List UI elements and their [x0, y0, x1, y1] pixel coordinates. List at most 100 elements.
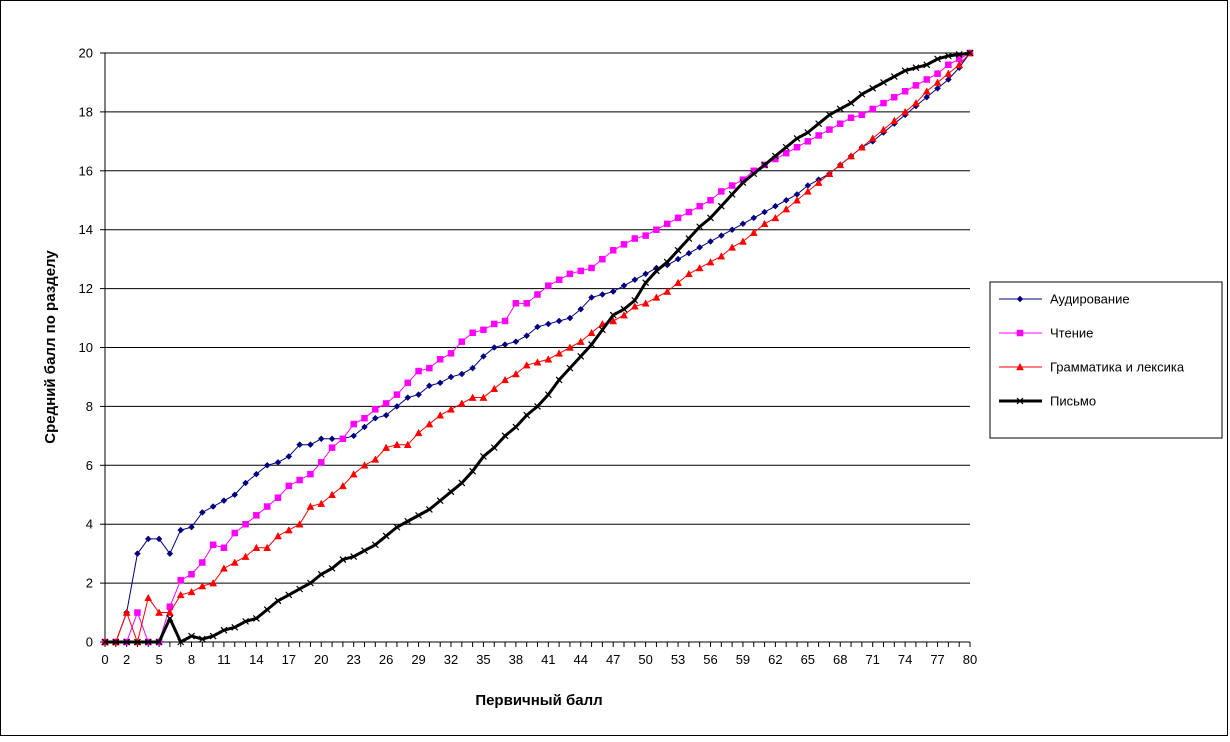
data-point	[242, 617, 249, 625]
data-point	[447, 405, 455, 413]
data-point	[317, 499, 326, 507]
data-point	[891, 93, 898, 101]
data-point	[771, 213, 780, 222]
data-point	[166, 615, 174, 622]
legend-label: Грамматика и лексика	[1050, 360, 1185, 375]
data-point	[664, 220, 671, 228]
data-point	[112, 638, 120, 646]
data-point	[945, 61, 952, 69]
data-point	[696, 223, 704, 231]
data-point	[523, 300, 530, 307]
data-point	[555, 376, 563, 384]
data-point	[501, 317, 509, 325]
data-point	[393, 523, 401, 531]
legend-swatch-marker	[1016, 362, 1024, 371]
data-point	[522, 361, 531, 369]
data-point	[544, 320, 552, 328]
data-point	[198, 635, 206, 643]
x-tick-label: 26	[379, 652, 393, 667]
data-point	[436, 356, 444, 363]
data-point	[469, 364, 476, 372]
data-point	[274, 494, 282, 501]
data-point	[220, 626, 228, 634]
data-point	[361, 414, 368, 422]
data-point	[296, 585, 304, 593]
data-point	[338, 481, 347, 490]
data-point	[912, 99, 920, 107]
data-point	[414, 428, 423, 437]
data-point	[934, 55, 941, 63]
legend: Аудирование Чтение Грамматика и лексика Пис…	[989, 281, 1223, 439]
x-tick-label: 77	[930, 652, 944, 667]
data-point	[555, 349, 564, 357]
data-point	[101, 638, 109, 646]
data-point	[847, 152, 855, 160]
data-point	[814, 178, 823, 186]
y-tick-labels: 0 2 4 6 8 10 12 14 16 18 20	[79, 46, 93, 650]
data-point	[836, 105, 844, 113]
data-point	[858, 90, 866, 98]
data-point	[534, 323, 541, 331]
data-point	[199, 559, 206, 566]
data-point	[933, 78, 942, 86]
data-point	[209, 632, 217, 640]
x-tick-label: 0	[101, 652, 108, 667]
data-point	[403, 440, 412, 448]
data-point	[468, 393, 477, 401]
data-point	[728, 190, 736, 198]
data-point	[220, 564, 228, 572]
x-tick-label: 20	[314, 652, 328, 667]
y-tick-label: 18	[79, 104, 93, 119]
data-point	[165, 608, 174, 616]
data-point	[555, 276, 563, 284]
data-point	[674, 246, 682, 254]
data-point	[653, 267, 660, 275]
data-point	[187, 587, 196, 596]
data-point	[511, 369, 520, 378]
x-tick-label: 62	[768, 652, 782, 667]
data-point	[361, 547, 368, 555]
data-point	[447, 350, 455, 357]
x-tick-labels: 0 2 5 8 11 14 17 20 23 26 29 32 35 38 41 44 47 50 53 56 59 62…	[101, 652, 977, 667]
legend-label: Аудирование	[1050, 292, 1130, 307]
data-point	[469, 467, 477, 475]
data-point	[285, 482, 293, 490]
data-point	[220, 497, 228, 504]
data-point	[880, 99, 887, 107]
data-point	[923, 93, 931, 101]
data-point	[295, 520, 304, 528]
data-point	[134, 609, 141, 616]
data-point	[696, 244, 704, 251]
data-point	[534, 402, 541, 410]
data-point	[490, 384, 499, 392]
data-point	[350, 420, 357, 428]
data-point	[296, 441, 303, 449]
data-point	[934, 84, 941, 92]
series-2	[101, 49, 974, 646]
data-point	[209, 541, 217, 549]
series-3	[101, 48, 974, 646]
series-layer	[101, 48, 974, 646]
data-point	[447, 373, 455, 381]
data-point	[599, 291, 606, 298]
data-point	[360, 461, 369, 469]
data-point	[231, 491, 239, 499]
data-point	[317, 435, 325, 443]
data-point	[361, 423, 368, 431]
data-point	[425, 506, 433, 513]
data-point	[782, 196, 790, 204]
data-point	[371, 541, 379, 549]
data-point	[642, 270, 649, 278]
data-point	[350, 432, 358, 440]
legend-item: Письмо	[999, 394, 1096, 409]
data-point	[285, 453, 293, 460]
legend-item: Аудирование	[999, 292, 1130, 307]
data-point	[707, 238, 714, 245]
y-tick-label: 0	[86, 635, 93, 650]
data-point	[749, 228, 758, 236]
data-point	[306, 502, 315, 510]
axes	[100, 52, 971, 647]
data-point	[545, 282, 552, 289]
data-point	[631, 235, 639, 242]
data-point	[436, 411, 445, 419]
